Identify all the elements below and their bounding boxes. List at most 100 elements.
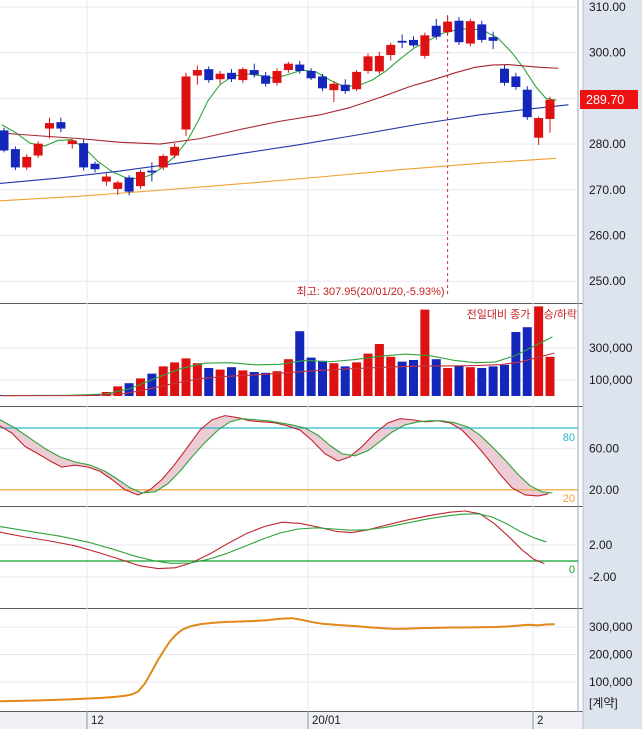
candle-body — [227, 72, 236, 80]
volume-bar — [283, 359, 293, 396]
candle-body — [500, 68, 509, 83]
stoch-lower-band-label: 20 — [563, 493, 575, 505]
volume-bar — [318, 360, 327, 396]
candle-body — [56, 122, 66, 129]
price-axis-label: 270.00 — [589, 183, 626, 197]
oi-axis-label: 100,000 — [589, 675, 633, 689]
volume-bar — [511, 332, 521, 396]
stoch-k-red — [0, 415, 549, 497]
candle-body — [124, 177, 134, 192]
candle-body — [443, 21, 453, 33]
candle-body — [113, 182, 123, 189]
volume-bar — [431, 359, 441, 396]
price-axis-gutter — [583, 0, 642, 729]
volume-bar — [170, 362, 180, 396]
candle-body — [283, 63, 293, 71]
vol-ma-green — [1, 336, 553, 397]
volume-bar — [136, 378, 145, 396]
oi-axis-label: 300,000 — [589, 620, 633, 634]
volume-bar — [181, 358, 191, 396]
volume-bar — [363, 353, 373, 396]
volume-bar — [227, 367, 236, 396]
volume-bar — [158, 366, 168, 396]
candle-body — [306, 70, 316, 79]
candle-body — [454, 20, 464, 43]
candle-body — [101, 176, 111, 182]
time-axis-label: 2 — [537, 715, 543, 727]
candle-body — [340, 84, 350, 92]
volume-bar — [124, 383, 134, 396]
candle-body — [534, 118, 544, 138]
volume-bar — [306, 357, 316, 396]
candle-body — [431, 25, 441, 37]
candle-body — [22, 156, 32, 168]
volume-axis-label: 100,000 — [589, 373, 633, 387]
macd-axis-label: 2.00 — [589, 538, 613, 552]
candle-body — [79, 143, 89, 168]
candle-body — [465, 21, 475, 44]
ma-long-blue — [0, 104, 569, 184]
high-annotation-label: 최고: 307.95(20/01/20,-5.93%) — [297, 285, 445, 298]
volume-bar — [374, 344, 384, 396]
candle-body — [477, 24, 487, 40]
candle-body — [397, 40, 407, 43]
volume-bar — [329, 363, 339, 396]
candle-body — [238, 69, 248, 81]
volume-bar — [295, 331, 305, 396]
oi-orange — [0, 617, 555, 703]
time-axis-label: 12 — [91, 715, 104, 727]
volume-bar — [272, 371, 282, 396]
price-axis-label: 250.00 — [589, 274, 626, 288]
vol-ma-red — [1, 352, 555, 397]
stoch-axis-label: 60.00 — [589, 442, 619, 456]
price-axis-label: 310.00 — [589, 0, 626, 14]
stoch-upper-band-label: 80 — [563, 432, 575, 444]
candle-body — [545, 99, 555, 119]
volume-bar — [443, 368, 453, 396]
candle-body — [158, 155, 168, 168]
candle-body — [511, 76, 521, 87]
candle-body — [329, 83, 339, 91]
macd-axis-label: -2.00 — [589, 570, 617, 584]
volume-bar — [477, 368, 487, 396]
candle-body — [45, 123, 54, 129]
candle-body — [147, 170, 157, 173]
candle-body — [272, 70, 282, 83]
volume-bar — [204, 368, 214, 396]
candle-body — [374, 55, 384, 72]
candle-body — [261, 75, 271, 84]
volume-bar — [454, 365, 464, 396]
ma-mid-red — [1, 64, 559, 145]
volume-bar — [420, 309, 430, 396]
candle-body — [33, 143, 43, 156]
volume-axis-label: 300,000 — [589, 341, 633, 355]
candle-body — [170, 146, 180, 156]
price-axis-label: 300.00 — [589, 46, 626, 60]
macd-zero-label: 0 — [569, 564, 575, 576]
volume-bar — [534, 306, 544, 396]
volume-bar — [249, 372, 259, 396]
candle-body — [488, 37, 498, 41]
candle-body — [249, 70, 259, 75]
volume-bar — [500, 364, 509, 396]
candle-body — [352, 71, 362, 90]
candle-body — [90, 163, 100, 170]
volume-bar — [522, 327, 532, 396]
candle-body — [204, 69, 214, 81]
volume-bar — [261, 372, 271, 396]
volume-bar — [545, 356, 555, 396]
candle-body — [0, 130, 9, 151]
candle-body — [67, 140, 77, 145]
ma-longest-orange — [0, 157, 557, 202]
candle-body — [192, 70, 202, 76]
volume-panel-title: 전일대비 종가 상승/하락 — [467, 307, 577, 321]
volume-bar — [352, 362, 362, 396]
time-axis-strip — [0, 712, 583, 729]
volume-bar — [340, 366, 350, 396]
volume-bar — [488, 366, 498, 396]
candle-body — [215, 73, 225, 80]
candle-body — [363, 56, 373, 71]
candle-body — [136, 171, 145, 187]
